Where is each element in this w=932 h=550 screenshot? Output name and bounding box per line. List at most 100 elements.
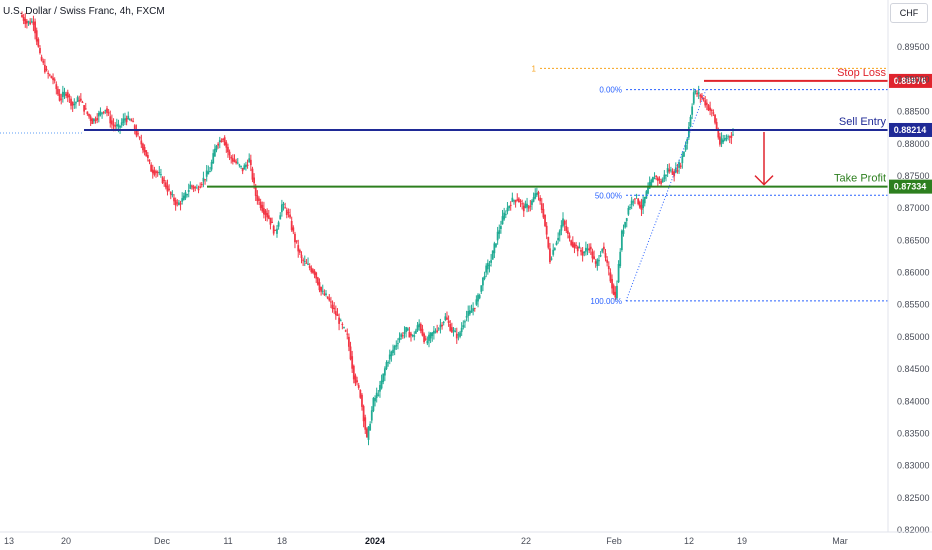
candle-body <box>715 122 718 130</box>
price-tick-label: 0.87000 <box>897 203 930 213</box>
level-price-text: 0.87334 <box>894 182 927 192</box>
candle-body <box>168 188 171 190</box>
candle-body <box>109 116 112 124</box>
candle-body <box>607 266 610 270</box>
candle-body <box>457 334 460 336</box>
candle-body <box>148 159 151 162</box>
time-tick-label: 18 <box>277 536 287 546</box>
candle-body <box>709 107 712 111</box>
candle-body <box>601 248 604 252</box>
price-axis[interactable]: 0.89500 0.89000 0.88500 0.88000 0.87500 0.870… <box>897 42 930 535</box>
candle-body <box>395 344 398 347</box>
candle-body <box>42 60 45 63</box>
candle-body <box>194 187 197 189</box>
candle-body <box>609 272 612 282</box>
candle-body <box>24 18 27 25</box>
price-tick-label: 0.88000 <box>897 139 930 149</box>
candle-body <box>689 116 692 127</box>
candle-body <box>431 332 434 337</box>
trade-levels: Stop Loss 0.88976 Sell Entry 0.88214 Take Pr… <box>0 67 932 194</box>
candle-body <box>53 79 56 81</box>
candle-body <box>330 301 332 303</box>
candle-body <box>254 186 257 196</box>
candle-body <box>135 129 138 136</box>
candle-body <box>107 112 110 114</box>
price-tick-label: 0.88500 <box>897 107 930 117</box>
candle-body <box>346 333 349 335</box>
candle-body <box>125 118 128 123</box>
candle-body <box>240 165 242 167</box>
candle-body <box>485 265 488 273</box>
candle-body <box>400 334 403 337</box>
candle-body <box>27 21 30 23</box>
candle-body <box>594 261 597 264</box>
time-tick-label: 20 <box>61 536 71 546</box>
candle-body <box>692 92 695 104</box>
candle-body <box>436 330 439 332</box>
currency-button[interactable]: CHF <box>890 3 928 23</box>
price-tick-label: 0.89500 <box>897 42 930 52</box>
candle-body <box>477 294 479 302</box>
candle-body <box>300 254 303 259</box>
price-tick-label: 0.84000 <box>897 396 930 406</box>
candle-body <box>630 200 633 205</box>
candle-body <box>169 192 172 195</box>
candle-body <box>665 174 667 176</box>
candle-body <box>320 286 323 292</box>
candle-body <box>133 125 136 131</box>
candle-body <box>717 129 720 138</box>
candle-body <box>712 112 715 114</box>
candle-body <box>68 95 71 97</box>
candle-body <box>212 153 215 164</box>
candle-body <box>586 248 589 250</box>
candle-body <box>341 324 344 326</box>
candle-body <box>305 262 308 264</box>
fib-label: 50.00% <box>595 191 622 200</box>
candle-body <box>310 267 313 272</box>
candle-body <box>40 56 43 61</box>
candle-body <box>426 341 429 344</box>
candle-body <box>284 207 287 209</box>
candle-body <box>410 333 412 336</box>
candle-body <box>535 192 538 196</box>
candle-body <box>150 164 153 172</box>
price-tick-label: 0.85000 <box>897 332 930 342</box>
candle-body <box>243 165 246 170</box>
candle-body <box>678 162 680 168</box>
candle-body <box>380 380 383 389</box>
candle-body <box>122 118 125 123</box>
time-axis[interactable]: 13 20 Dec 11 18 2024 22 Feb 12 19 Mar <box>4 536 848 546</box>
candle-body <box>725 137 728 139</box>
candle-body <box>210 162 213 170</box>
candle-body <box>96 118 99 121</box>
candle-body <box>727 136 729 138</box>
candle-body <box>294 233 296 243</box>
candle-body <box>483 275 486 279</box>
candle-body <box>411 334 414 336</box>
candlestick-series <box>21 11 734 446</box>
candle-body <box>110 120 113 125</box>
candle-body <box>732 134 734 136</box>
candle-body <box>43 64 46 73</box>
candle-body <box>370 410 373 421</box>
candle-body <box>35 30 38 42</box>
candle-body <box>450 327 453 333</box>
candle-body <box>197 188 200 191</box>
candle-body <box>94 119 97 122</box>
candle-body <box>581 251 584 256</box>
candle-body <box>343 327 345 329</box>
candle-body <box>629 206 631 209</box>
level-label: Sell Entry <box>839 116 887 128</box>
candle-body <box>217 143 220 146</box>
price-tick-label: 0.86500 <box>897 235 930 245</box>
candle-body <box>710 109 713 111</box>
candle-body <box>73 103 76 106</box>
candle-body <box>99 111 102 115</box>
candle-body <box>650 179 653 186</box>
candle-body <box>225 142 228 148</box>
candle-body <box>84 108 87 110</box>
candle-body <box>344 330 347 332</box>
candle-body <box>578 246 581 249</box>
candle-body <box>258 198 260 201</box>
